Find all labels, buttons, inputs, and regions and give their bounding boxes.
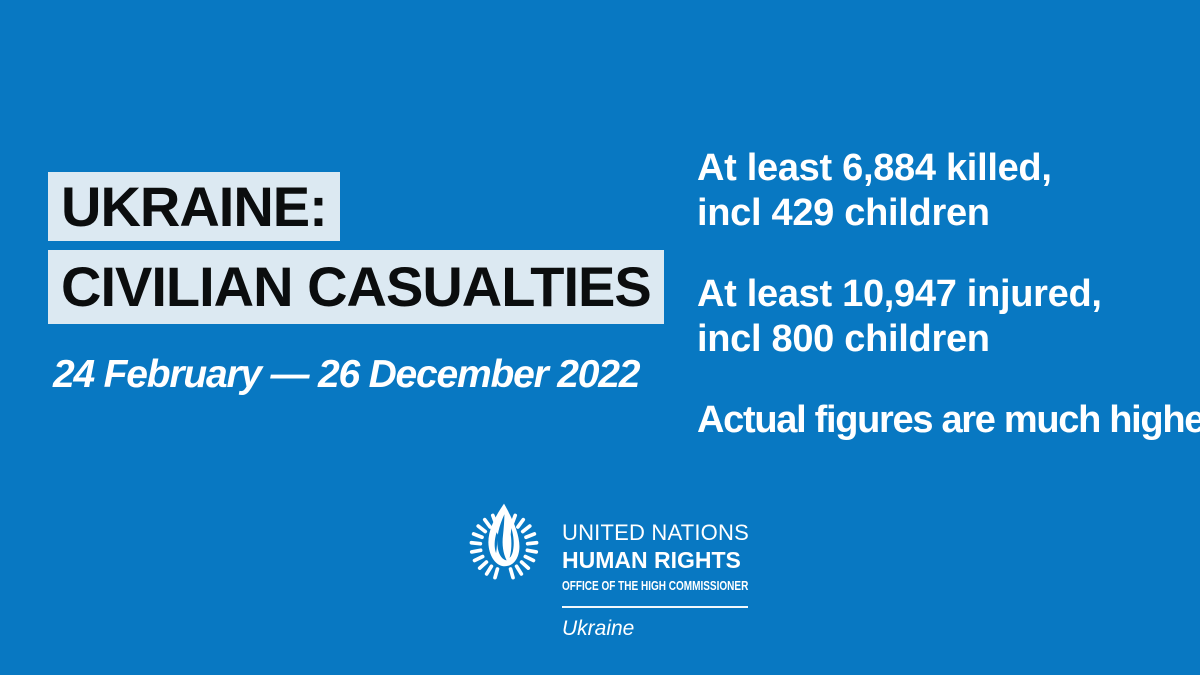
logo-divider <box>562 606 748 608</box>
flame-icon <box>488 503 520 567</box>
stat-killed: At least 6,884 killed, incl 429 children <box>697 146 1200 236</box>
title-box-ukraine: UKRAINE: <box>48 172 340 241</box>
stat-killed-line1: At least 6,884 killed, <box>697 147 1052 189</box>
stat-injured-line2: incl 800 children <box>697 318 990 360</box>
stats-column: At least 6,884 killed, incl 429 children… <box>697 146 1200 443</box>
title-line1: UKRAINE: <box>61 175 328 238</box>
stat-disclaimer-line1: Actual figures are much higher <box>697 399 1200 441</box>
stat-injured-line1: At least 10,947 injured, <box>697 273 1102 315</box>
logo-office-of-high-commissioner: OFFICE OF THE HIGH COMMISSIONER <box>562 578 749 593</box>
logo-location: Ukraine <box>562 616 635 640</box>
stat-injured: At least 10,947 injured, incl 800 childr… <box>697 272 1200 362</box>
logo-human-rights: HUMAN RIGHTS <box>562 547 741 573</box>
title-box-civilian-casualties: CIVILIAN CASUALTIES <box>48 250 664 324</box>
un-human-rights-emblem-icon <box>469 503 539 580</box>
title-line2: CIVILIAN CASUALTIES <box>61 255 652 318</box>
un-logo-text: UNITED NATIONS HUMAN RIGHTS OFFICE OF TH… <box>562 520 804 640</box>
stat-killed-line2: incl 429 children <box>697 192 990 234</box>
logo-united-nations: UNITED NATIONS <box>562 520 749 545</box>
stat-disclaimer: Actual figures are much higher <box>697 398 1200 443</box>
date-range: 24 February — 26 December 2022 <box>53 353 640 396</box>
